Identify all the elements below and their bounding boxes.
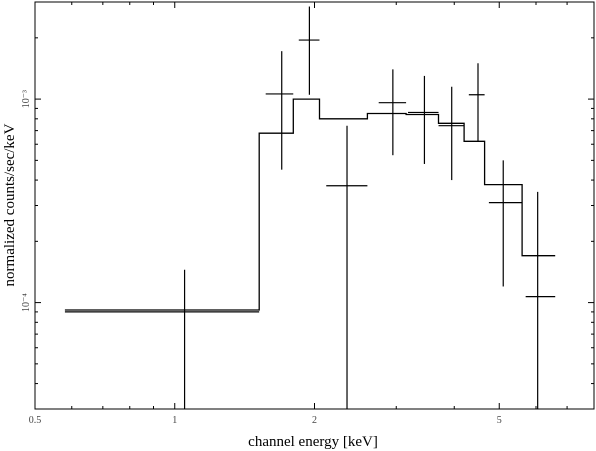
data-point [525, 191, 556, 409]
data-point [265, 51, 294, 170]
data-point [407, 75, 439, 164]
y-tick-label: 10⁻³ [21, 90, 32, 108]
data-point [298, 6, 320, 95]
x-tick-label: 5 [497, 415, 502, 426]
data-point [438, 86, 465, 181]
data-point [468, 63, 485, 142]
tick-labels: 0.5 1 2 5 10⁻⁴ 10⁻³ [21, 90, 502, 426]
x-tick-label: 0.5 [29, 415, 42, 426]
data-point [326, 125, 368, 409]
x-tick-label: 1 [172, 415, 177, 426]
data-point [488, 160, 523, 287]
model-step-path [64, 98, 556, 311]
axis-ticks [34, 1, 595, 410]
x-tick-label: 2 [312, 415, 317, 426]
data-points [64, 6, 556, 409]
data-point [64, 269, 260, 409]
data-point [378, 69, 407, 156]
plot-frame [34, 1, 595, 410]
model-step-line [64, 98, 556, 311]
plot-border [34, 1, 595, 410]
y-axis-label: normalized counts/sec/keV [2, 123, 18, 286]
y-tick-label: 10⁻⁴ [21, 293, 32, 312]
x-axis-label: channel energy [keV] [248, 434, 378, 450]
